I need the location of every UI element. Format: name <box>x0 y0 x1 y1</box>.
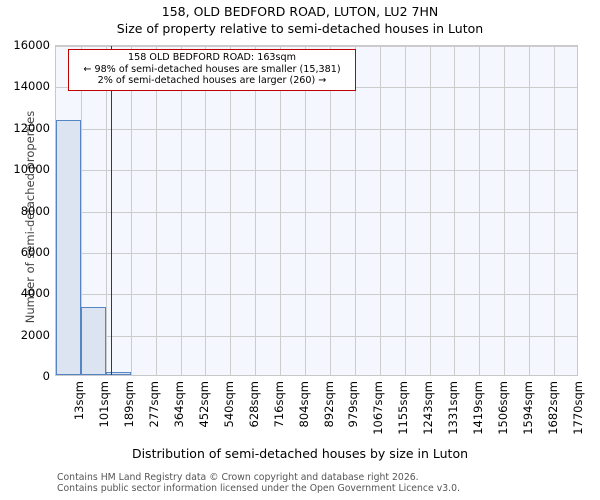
y-tick-label: 14000 <box>13 79 50 94</box>
gridline-horizontal <box>56 252 577 254</box>
x-tick-label: 101sqm <box>97 381 112 428</box>
y-tick-label: 10000 <box>13 162 50 177</box>
x-tick-label: 1243sqm <box>421 381 436 435</box>
property-marker-line <box>110 46 113 375</box>
x-tick-label: 13sqm <box>72 381 87 421</box>
gridline-vertical <box>80 46 82 375</box>
y-tick-label: 16000 <box>13 38 50 52</box>
gridline-horizontal <box>56 294 577 296</box>
gridline-vertical <box>354 46 356 375</box>
footer-line-1: Contains HM Land Registry data © Crown c… <box>57 472 419 483</box>
annotation-line-1: 158 OLD BEDFORD ROAD: 163sqm <box>128 52 296 63</box>
gridline-vertical <box>454 46 456 375</box>
gridline-vertical <box>155 46 157 375</box>
plot-area <box>55 45 578 376</box>
annotation-line-2: ← 98% of semi-detached houses are smalle… <box>83 63 341 75</box>
x-tick-label: 364sqm <box>172 381 187 428</box>
x-tick-label: 540sqm <box>221 381 236 428</box>
y-tick-label: 0 <box>42 369 50 383</box>
gridline-horizontal <box>56 335 577 337</box>
x-tick-label: 1506sqm <box>495 381 510 435</box>
gridline-horizontal <box>56 46 577 47</box>
gridline-vertical <box>230 46 232 375</box>
chart-subtitle: Size of property relative to semi-detach… <box>116 21 484 36</box>
chart-title-block: 158, OLD BEDFORD ROAD, LUTON, LU2 7HN Si… <box>0 3 600 37</box>
x-axis-label: Distribution of semi-detached houses by … <box>131 446 469 461</box>
footer-line-2: Contains public sector information licen… <box>57 483 460 494</box>
x-tick-label: 1770sqm <box>570 381 585 435</box>
x-tick-label: 1419sqm <box>470 381 485 435</box>
gridline-horizontal <box>56 211 577 213</box>
gridline-vertical <box>329 46 331 375</box>
bar <box>56 119 81 375</box>
y-tick-label: 4000 <box>20 286 50 301</box>
gridline-vertical <box>504 46 506 375</box>
gridline-vertical <box>305 46 307 375</box>
gridline-vertical <box>130 46 132 375</box>
y-tick-label: 6000 <box>20 244 50 259</box>
gridline-horizontal <box>56 170 577 172</box>
page-title: 158, OLD BEDFORD ROAD, LUTON, LU2 7HN <box>161 4 439 19</box>
x-tick-label: 979sqm <box>346 381 361 428</box>
x-tick-label: 1067sqm <box>371 381 386 435</box>
gridline-vertical <box>404 46 406 375</box>
gridline-vertical <box>554 46 556 375</box>
y-tick-label: 2000 <box>20 327 50 342</box>
x-tick-label: 804sqm <box>296 381 311 428</box>
gridline-vertical <box>529 46 531 375</box>
x-tick-label: 628sqm <box>246 381 261 428</box>
x-tick-label: 1155sqm <box>396 381 411 435</box>
gridline-vertical <box>205 46 207 375</box>
bar <box>80 306 106 375</box>
x-tick-label: 1331sqm <box>446 381 461 435</box>
y-tick-label: 12000 <box>13 120 50 135</box>
annotation-line-3: 2% of semi-detached houses are larger (2… <box>97 75 327 86</box>
gridline-vertical <box>180 46 182 375</box>
x-tick-label: 189sqm <box>122 381 137 428</box>
x-tick-label: 716sqm <box>271 381 286 428</box>
footer-attribution: Contains HM Land Registry data © Crown c… <box>57 472 597 494</box>
gridline-vertical <box>429 46 431 375</box>
gridline-horizontal <box>56 128 577 130</box>
bar <box>105 372 131 375</box>
y-tick-label: 8000 <box>20 203 50 218</box>
gridline-vertical <box>280 46 282 375</box>
x-tick-label: 452sqm <box>196 381 211 428</box>
x-tick-label: 892sqm <box>321 381 336 428</box>
gridline-vertical <box>255 46 257 375</box>
gridline-vertical <box>479 46 481 375</box>
gridline-vertical <box>379 46 381 375</box>
gridline-vertical <box>105 46 107 375</box>
x-tick-label: 1594sqm <box>520 381 535 435</box>
property-annotation-box: 158 OLD BEDFORD ROAD: 163sqm ← 98% of se… <box>68 49 356 91</box>
x-tick-label: 1682sqm <box>545 381 560 435</box>
x-tick-label: 277sqm <box>147 381 162 428</box>
